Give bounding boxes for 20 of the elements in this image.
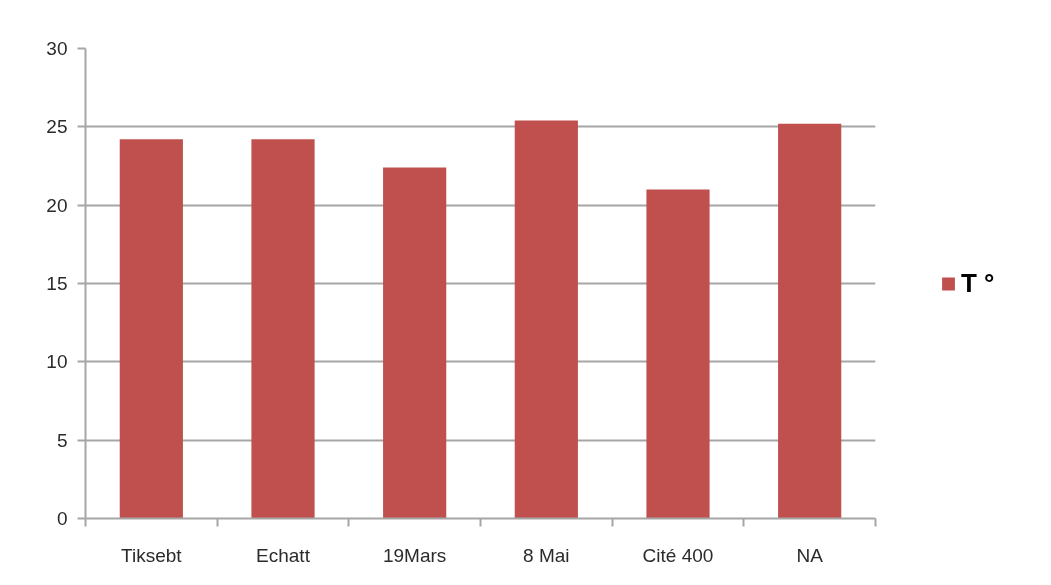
y-tick-label: 15: [46, 273, 68, 294]
x-tick-label: Cité 400: [642, 544, 714, 566]
x-tick-label: 19Mars: [382, 544, 447, 566]
bar: [119, 139, 183, 519]
bar: [383, 167, 447, 519]
bar: [778, 123, 842, 519]
y-tick-label: 25: [46, 116, 68, 138]
legend-label: T °: [961, 267, 995, 299]
x-tick-label: 8 Mai: [523, 544, 570, 566]
y-tick-label: 10: [46, 351, 68, 373]
x-tick-label: Echatt: [256, 544, 311, 566]
bar: [514, 120, 578, 519]
y-tick-label: 30: [46, 38, 68, 59]
y-tick-label: 0: [56, 508, 68, 529]
bar: [646, 189, 710, 519]
x-tick-label: Tiksebt: [121, 544, 183, 566]
y-tick-label: 20: [46, 194, 68, 216]
x-tick-label: NA: [796, 544, 824, 566]
bar: [251, 139, 315, 519]
y-tick-label: 5: [56, 429, 68, 451]
